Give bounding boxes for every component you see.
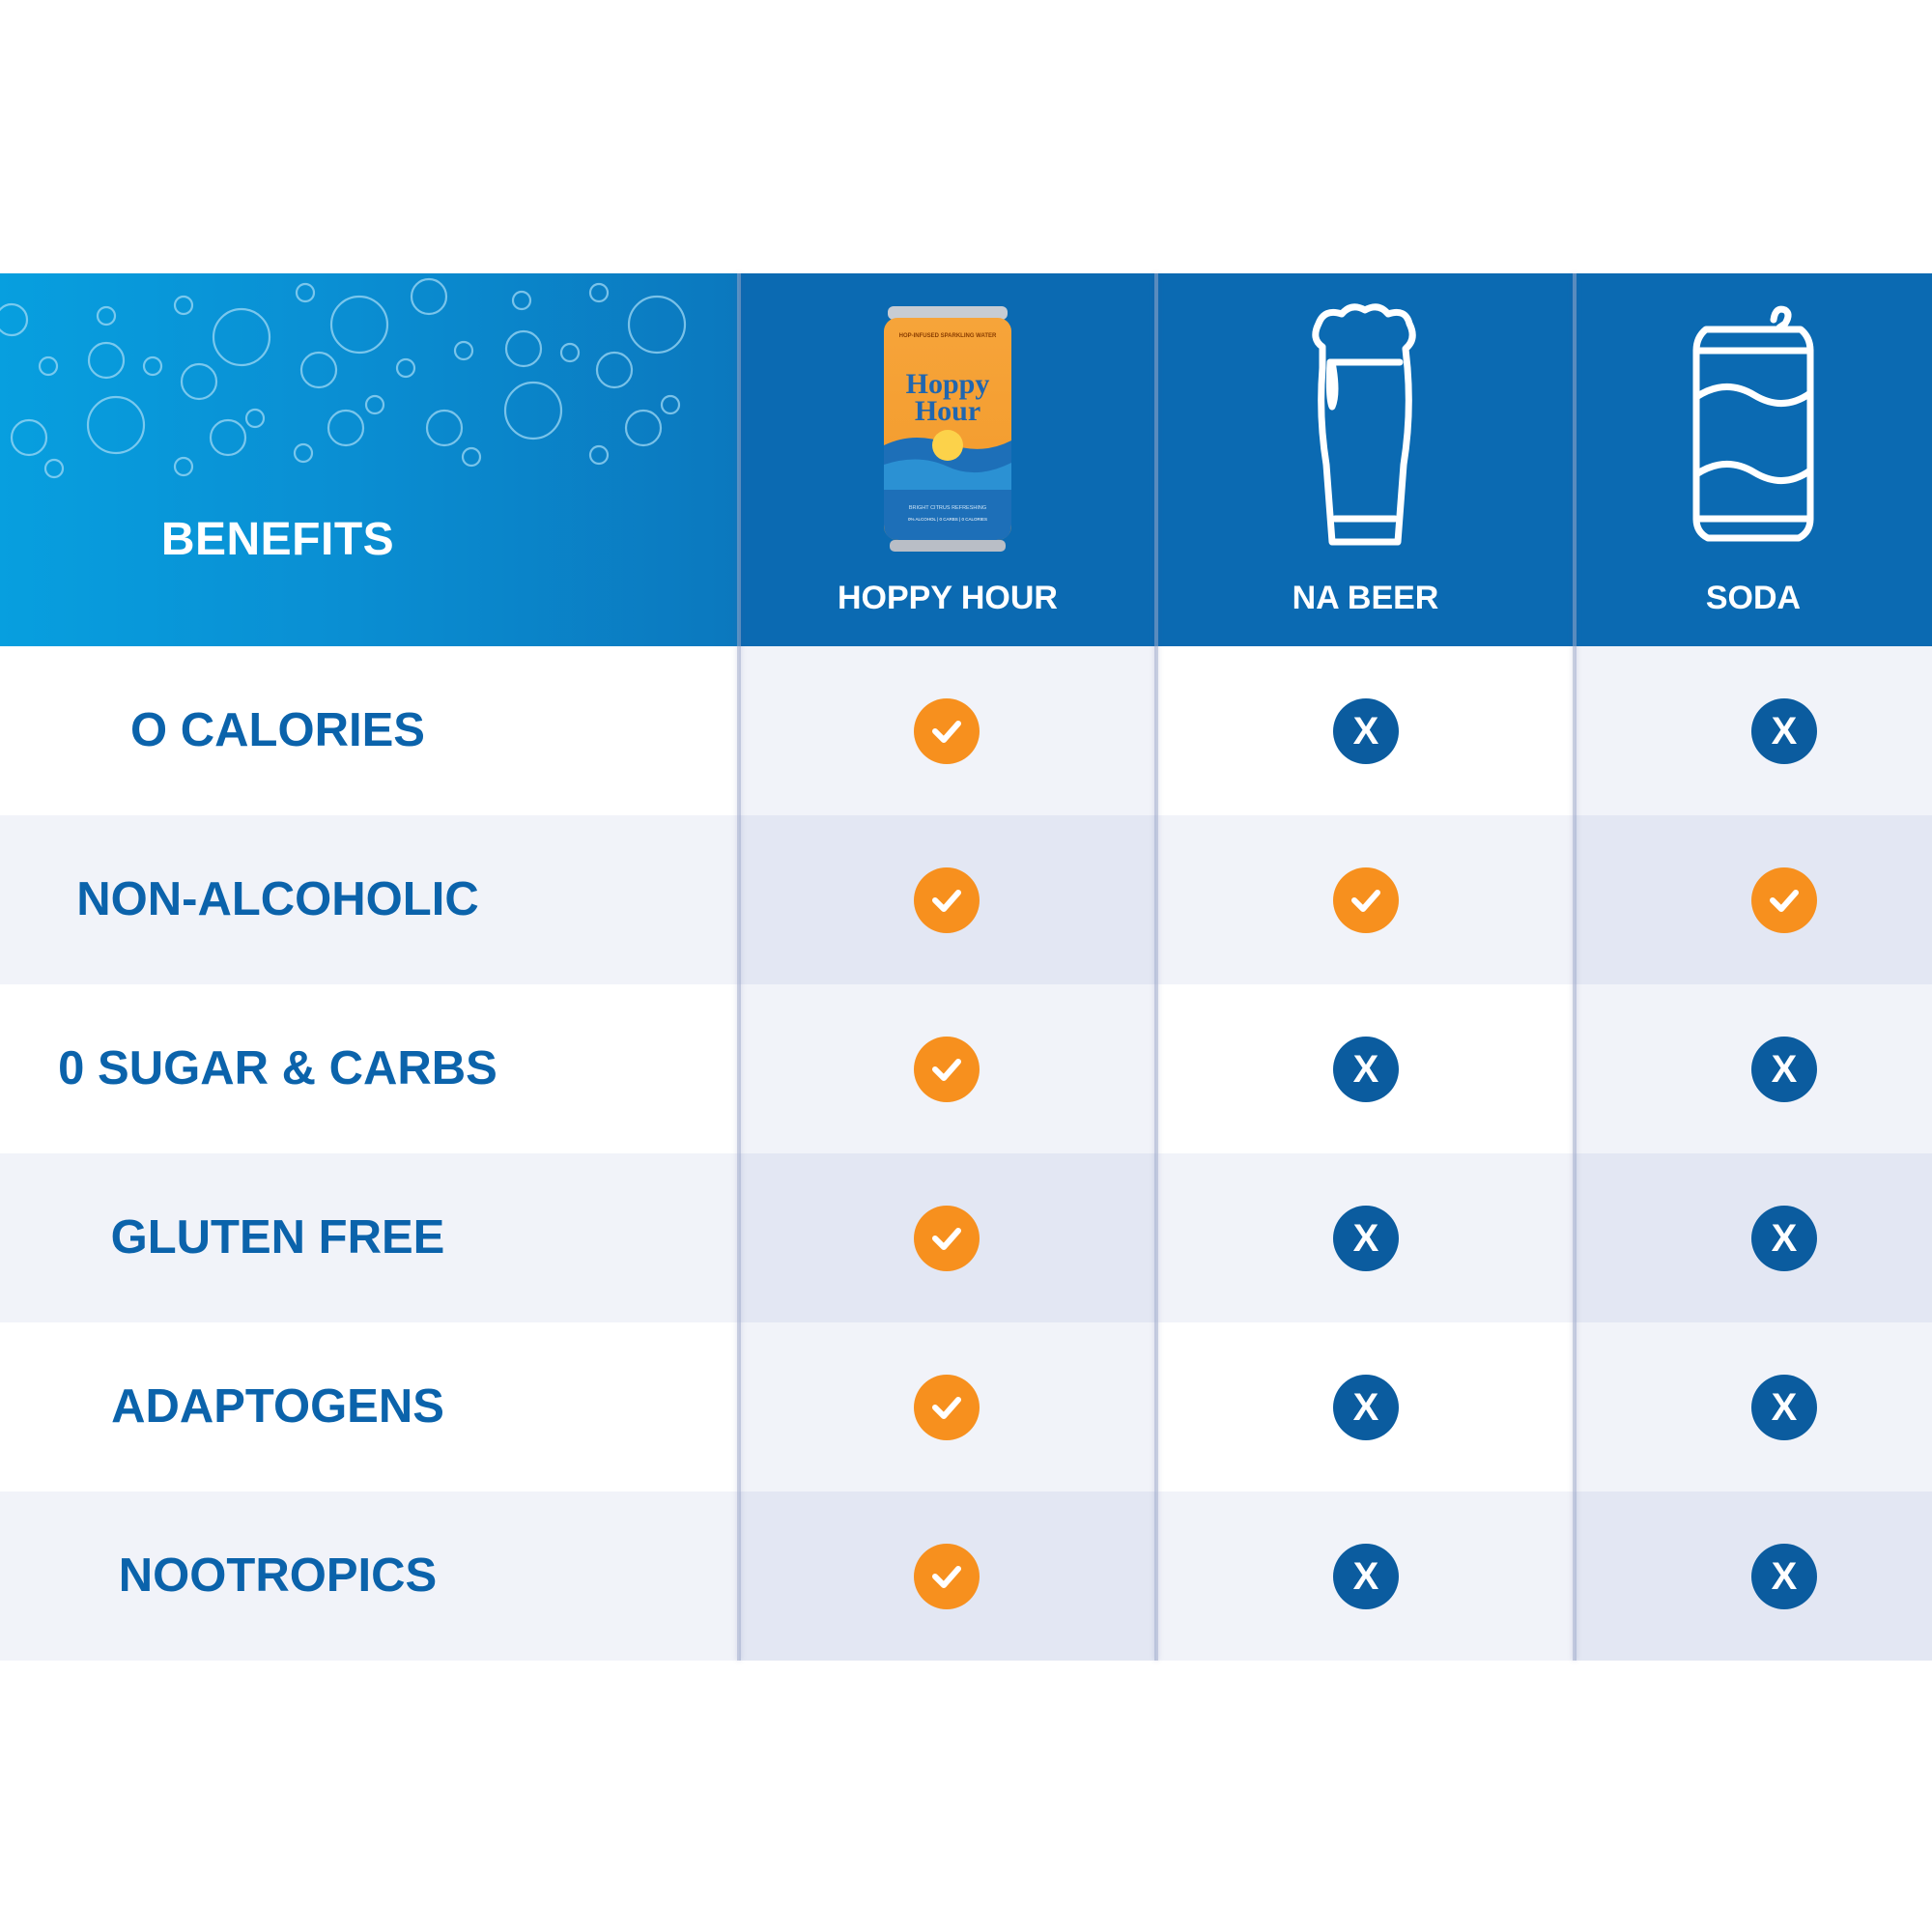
mark-cell: [739, 646, 1156, 815]
cross-glyph: X: [1352, 1217, 1379, 1260]
column-header-na-beer: NA BEER: [1156, 273, 1575, 646]
cross-icon: X: [1751, 1544, 1817, 1609]
mark-cell: X: [1575, 1153, 1932, 1322]
mark-cell: X: [1575, 984, 1932, 1153]
benefit-label: NOOTROPICS: [118, 1549, 438, 1602]
column-header-soda: SODA: [1575, 273, 1932, 646]
column-divider: [1573, 273, 1577, 1661]
benefit-label-cell: O CALORIES: [0, 646, 739, 815]
cross-icon: X: [1333, 1037, 1399, 1102]
mark-cell: [1156, 815, 1575, 984]
mark-cell: [739, 1153, 1156, 1322]
svg-text:Hoppy: Hoppy: [906, 368, 990, 400]
cross-glyph: X: [1771, 1217, 1798, 1260]
table-row: NON-ALCOHOLIC: [0, 815, 1932, 984]
table-row: 0 SUGAR & CARBS X X: [0, 984, 1932, 1153]
benefit-label-cell: NON-ALCOHOLIC: [0, 815, 739, 984]
mark-cell: [739, 984, 1156, 1153]
check-icon: [914, 1206, 980, 1271]
cross-glyph: X: [1352, 1386, 1379, 1429]
cross-icon: X: [1333, 1206, 1399, 1271]
column-header-hoppy-hour: HOP-INFUSED SPARKLING WATER Hoppy Hour B…: [739, 273, 1156, 646]
bubbles-decoration: [0, 277, 687, 479]
cross-icon: X: [1751, 1206, 1817, 1271]
svg-text:BRIGHT CITRUS REFRESHING: BRIGHT CITRUS REFRESHING: [909, 505, 986, 511]
table-row: O CALORIES X X: [0, 646, 1932, 815]
benefits-title: BENEFITS: [160, 514, 395, 565]
mark-cell: X: [1575, 1322, 1932, 1492]
cross-icon: X: [1751, 1375, 1817, 1440]
cross-glyph: X: [1771, 1555, 1798, 1598]
cross-icon: X: [1333, 698, 1399, 764]
soda-can-icon: [1575, 300, 1932, 561]
mark-cell: X: [1156, 646, 1575, 815]
check-icon: [1751, 867, 1817, 933]
check-icon: [914, 867, 980, 933]
hoppy-hour-can-icon: HOP-INFUSED SPARKLING WATER Hoppy Hour B…: [739, 300, 1156, 561]
mark-cell: X: [1156, 984, 1575, 1153]
cross-glyph: X: [1771, 1386, 1798, 1429]
benefits-header-cell: BENEFITS: [0, 273, 739, 646]
comparison-table: BENEFITS HOP-INFUSED SPARKLING WAT: [0, 273, 1932, 1661]
table-row: ADAPTOGENS X X: [0, 1322, 1932, 1492]
cross-icon: X: [1333, 1375, 1399, 1440]
benefit-label: O CALORIES: [130, 704, 425, 756]
cross-glyph: X: [1352, 1048, 1379, 1091]
mark-cell: X: [1156, 1153, 1575, 1322]
benefit-label: 0 SUGAR & CARBS: [58, 1042, 497, 1094]
mark-cell: X: [1575, 1492, 1932, 1661]
mark-cell: [739, 1492, 1156, 1661]
svg-text:HOP-INFUSED SPARKLING WATER: HOP-INFUSED SPARKLING WATER: [899, 333, 997, 339]
column-divider: [1154, 273, 1158, 1661]
cross-glyph: X: [1352, 1555, 1379, 1598]
benefit-label-cell: ADAPTOGENS: [0, 1322, 739, 1492]
column-label-na-beer: NA BEER: [1292, 580, 1439, 616]
check-icon: [914, 1544, 980, 1609]
check-icon: [914, 698, 980, 764]
benefit-label: GLUTEN FREE: [110, 1211, 445, 1264]
benefit-label-cell: NOOTROPICS: [0, 1492, 739, 1661]
cross-glyph: X: [1352, 710, 1379, 753]
mark-cell: X: [1156, 1492, 1575, 1661]
column-divider: [737, 273, 741, 1661]
benefit-label-cell: GLUTEN FREE: [0, 1153, 739, 1322]
cross-glyph: X: [1771, 710, 1798, 753]
benefit-label: ADAPTOGENS: [111, 1380, 444, 1433]
mark-cell: X: [1575, 646, 1932, 815]
table-row: GLUTEN FREE X X: [0, 1153, 1932, 1322]
check-icon: [914, 1037, 980, 1102]
check-icon: [1333, 867, 1399, 933]
mark-cell: X: [1156, 1322, 1575, 1492]
benefit-label: NON-ALCOHOLIC: [76, 873, 479, 925]
beer-glass-icon: [1156, 300, 1575, 561]
svg-text:Hour: Hour: [915, 395, 980, 427]
mark-cell: [1575, 815, 1932, 984]
svg-text:0% ALCOHOL | 0 CARBS | 0 CALOR: 0% ALCOHOL | 0 CARBS | 0 CALORIES: [908, 517, 987, 522]
check-icon: [914, 1375, 980, 1440]
cross-glyph: X: [1771, 1048, 1798, 1091]
benefit-label-cell: 0 SUGAR & CARBS: [0, 984, 739, 1153]
table-row: NOOTROPICS X X: [0, 1492, 1932, 1661]
cross-icon: X: [1751, 698, 1817, 764]
column-label-hoppy-hour: HOPPY HOUR: [838, 580, 1058, 616]
cross-icon: X: [1751, 1037, 1817, 1102]
mark-cell: [739, 1322, 1156, 1492]
column-label-soda: SODA: [1705, 580, 1802, 616]
cross-icon: X: [1333, 1544, 1399, 1609]
table-header: BENEFITS HOP-INFUSED SPARKLING WAT: [0, 273, 1932, 646]
mark-cell: [739, 815, 1156, 984]
